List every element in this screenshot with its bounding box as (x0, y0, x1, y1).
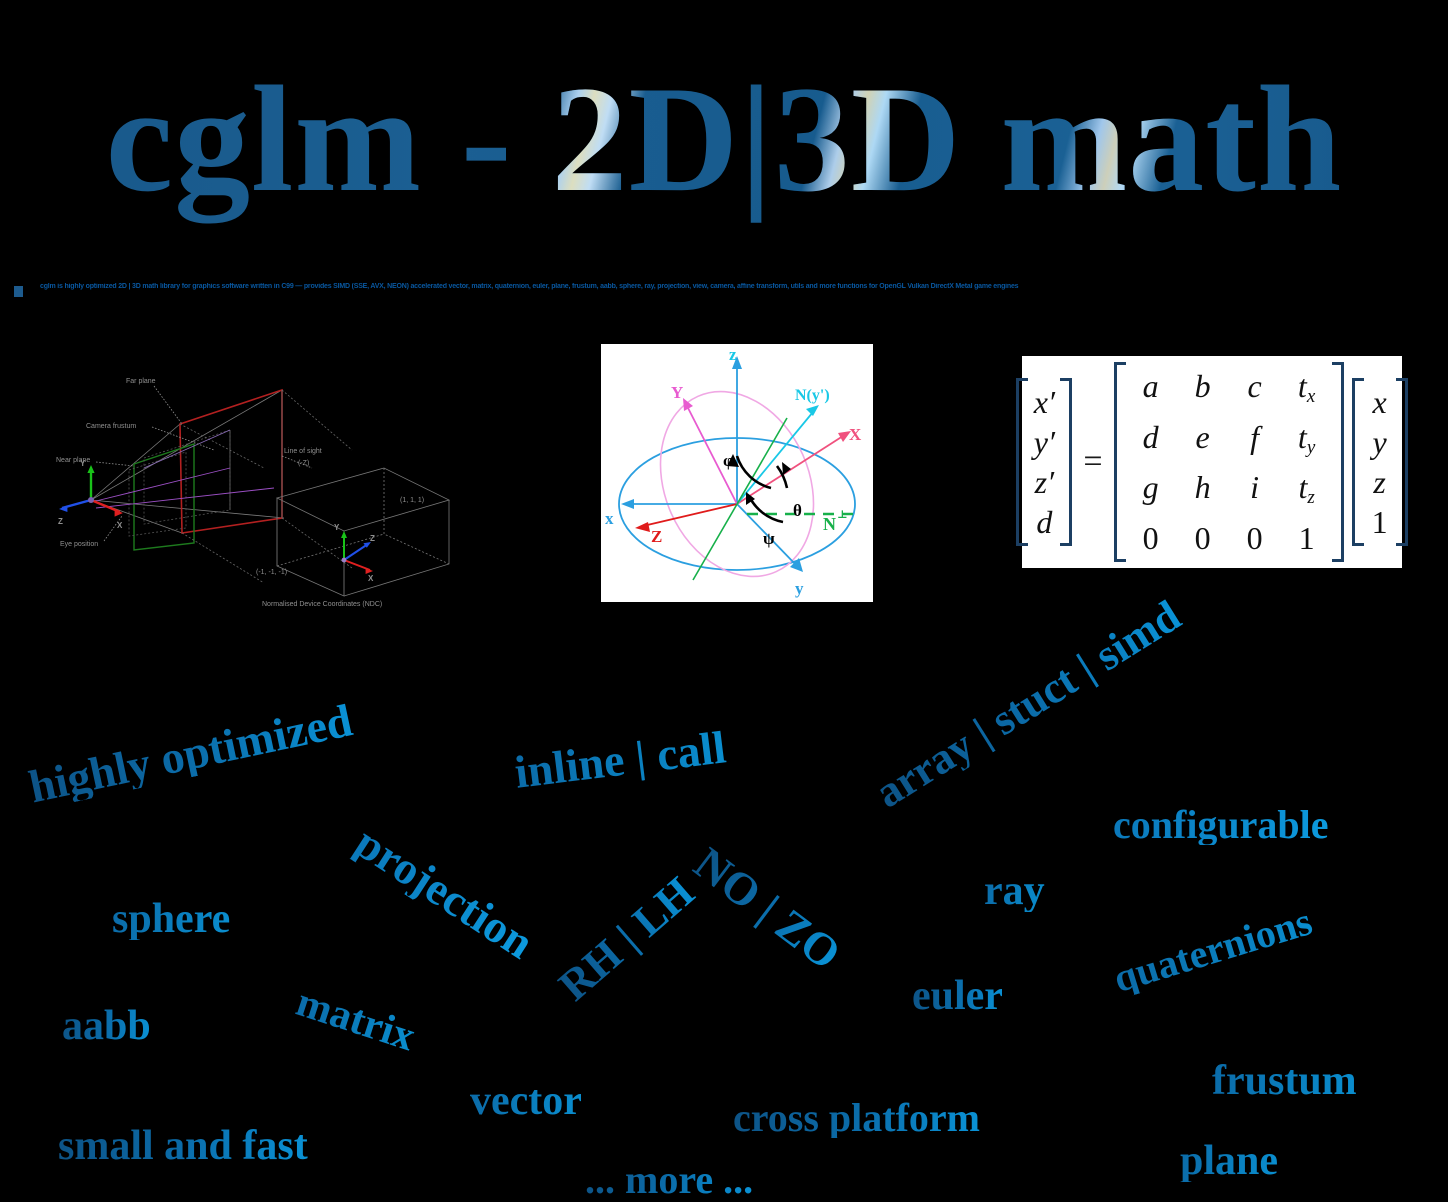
matrix-cell-translate: tx (1281, 366, 1333, 417)
matrix-cell: i (1250, 469, 1260, 506)
near-plane-label: Near plane (56, 457, 90, 464)
matrix-cell-t-sub: z (1307, 487, 1315, 509)
matrix-row: d e f ty (1125, 417, 1333, 468)
matrix-row: g h i tz (1125, 467, 1333, 518)
euler-body-z-label: Z (651, 527, 662, 546)
matrix-rhs-cell: z (1373, 464, 1386, 500)
line-of-sight-label: Line of sight (284, 448, 322, 455)
matrix-lhs-cell: z′ (1034, 464, 1055, 500)
affine-transform-matrix: x′ y′ z′ d = a b c tx d e f ty (1016, 356, 1408, 568)
wordcloud-item: configurable (1113, 802, 1329, 847)
far-plane-label: Far plane (126, 378, 156, 385)
tagline-microtext: cglm is highly optimized 2D | 3D math li… (40, 283, 1019, 290)
eye-axes (59, 465, 123, 517)
wordcloud-item: ... more ... (585, 1157, 754, 1202)
tagline-row: cglm is highly optimized 2D | 3D math li… (0, 282, 1448, 304)
euler-angles-diagram: z x y Y Z X N(y') N ⊥ φ θ ψ (601, 344, 873, 602)
euler-phi-label: φ (723, 451, 734, 470)
square-bullet-icon (14, 286, 23, 297)
page-title: cglm - 2D|3D math (0, 44, 1448, 234)
wordcloud-item: frustum (1212, 1058, 1357, 1104)
feature-word-cloud: highly optimized inline | call array | stu… (0, 591, 1448, 1202)
matrix-cell: c (1247, 367, 1262, 404)
matrix-cell: 0 (1194, 520, 1211, 557)
matrix-lhs-cell: d (1036, 504, 1053, 540)
ndc-axis-y-label: Y (334, 523, 340, 532)
figure-row: Y X Z Y X Z Far plane Camera frustum Nea… (0, 330, 1448, 620)
matrix-cell: d (1142, 418, 1159, 455)
ndc-max-label: (1, 1, 1) (400, 497, 424, 504)
wordcloud-item: euler (912, 973, 1003, 1019)
euler-fixed-x-label: x (605, 509, 614, 528)
matrix-cell: 0 (1246, 520, 1263, 557)
frustum-axis-y-label: Y (80, 459, 86, 468)
matrix-cell-t-sub: y (1306, 436, 1316, 458)
matrix-cell: g (1142, 469, 1159, 506)
matrix-rhs-bracket: x y z 1 (1351, 378, 1408, 546)
matrix-cell-t: t (1297, 367, 1307, 404)
wordcloud-item: RH | LH (549, 867, 704, 1011)
matrix-lhs-cell: x′ (1033, 384, 1055, 420)
ndc-caption: Normalised Device Coordinates (NDC) (262, 601, 382, 608)
wordcloud-item: aabb (62, 1003, 151, 1049)
matrix-row: a b c tx (1125, 366, 1333, 417)
euler-node-perp-sup: ⊥ (837, 509, 848, 521)
matrix-cell-t: t (1298, 469, 1308, 506)
wordcloud-item: ray (984, 868, 1045, 914)
matrix-cell: a (1142, 367, 1159, 404)
euler-node-perp-label: N ⊥ (823, 509, 848, 534)
hero-banner: cglm - 2D|3D math (0, 44, 1448, 244)
matrix-lhs-bracket: x′ y′ z′ d (1016, 378, 1073, 546)
camera-frustum-label: Camera frustum (86, 423, 136, 430)
ndc-axis-x-label: X (368, 574, 374, 583)
eye-position-label: Eye position (60, 541, 98, 548)
matrix-cell: 1 (1298, 520, 1315, 557)
wordcloud-item: projection (346, 816, 543, 969)
euler-theta-label: θ (793, 501, 802, 520)
matrix-cell-t: t (1297, 418, 1307, 455)
matrix-cell: 0 (1142, 520, 1159, 557)
ndc-axis-z-label: Z (370, 534, 375, 543)
line-of-sight-axis-label: (-Z) (298, 460, 309, 467)
wordcloud-item: inline | call (511, 721, 729, 798)
wordcloud-item: sphere (112, 896, 231, 942)
matrix-row: 0 0 0 1 (1125, 518, 1333, 558)
frustum-axis-x-label: X (117, 521, 123, 530)
euler-geometry (618, 356, 856, 581)
wordcloud-item: array | stuct | simd (866, 590, 1189, 818)
wordcloud-item: small and fast (58, 1123, 308, 1169)
matrix-lhs-cell: y′ (1033, 424, 1055, 460)
matrix-cell-translate: tz (1281, 467, 1333, 518)
matrix-cell: h (1194, 469, 1211, 506)
frustum-axis-z-label: Z (58, 517, 63, 526)
ndc-axes (341, 531, 373, 574)
euler-body-y-label: Y (671, 383, 683, 402)
perspective-frustum-diagram: Y X Z Y X Z Far plane Camera frustum Nea… (56, 378, 451, 608)
wordcloud-item: matrix (290, 979, 421, 1061)
wordcloud-item: vector (470, 1078, 582, 1124)
matrix-cell: f (1250, 418, 1260, 455)
euler-fixed-y-label: y (795, 579, 804, 598)
euler-node-line-label: N(y') (795, 387, 830, 404)
ndc-min-label: (-1, -1, -1) (256, 569, 287, 576)
matrix-main-bracket: a b c tx d e f ty g h i tz (1113, 361, 1344, 563)
matrix-cell-translate: ty (1281, 417, 1333, 468)
matrix-rhs-cell: y (1372, 424, 1387, 460)
wordcloud-item: cross platform (733, 1095, 980, 1140)
matrix-equals-sign: = (1083, 443, 1103, 480)
matrix-cell: e (1195, 418, 1210, 455)
wordcloud-item: NO | ZO (684, 837, 851, 980)
wordcloud-item: highly optimized (24, 694, 357, 813)
wordcloud-item: plane (1180, 1138, 1279, 1184)
wordcloud-item: quaternions (1108, 898, 1317, 1002)
matrix-cell-t-sub: x (1306, 385, 1316, 407)
euler-fixed-z-label: z (729, 345, 737, 364)
matrix-rhs-cell: x (1372, 384, 1387, 420)
euler-node-perp-base: N (823, 514, 836, 534)
matrix-rhs-cell: 1 (1371, 504, 1388, 540)
euler-psi-label: ψ (763, 529, 775, 548)
frustum-wireframe (90, 385, 451, 597)
euler-body-x-label: X (849, 425, 862, 444)
matrix-cell: b (1194, 367, 1211, 404)
